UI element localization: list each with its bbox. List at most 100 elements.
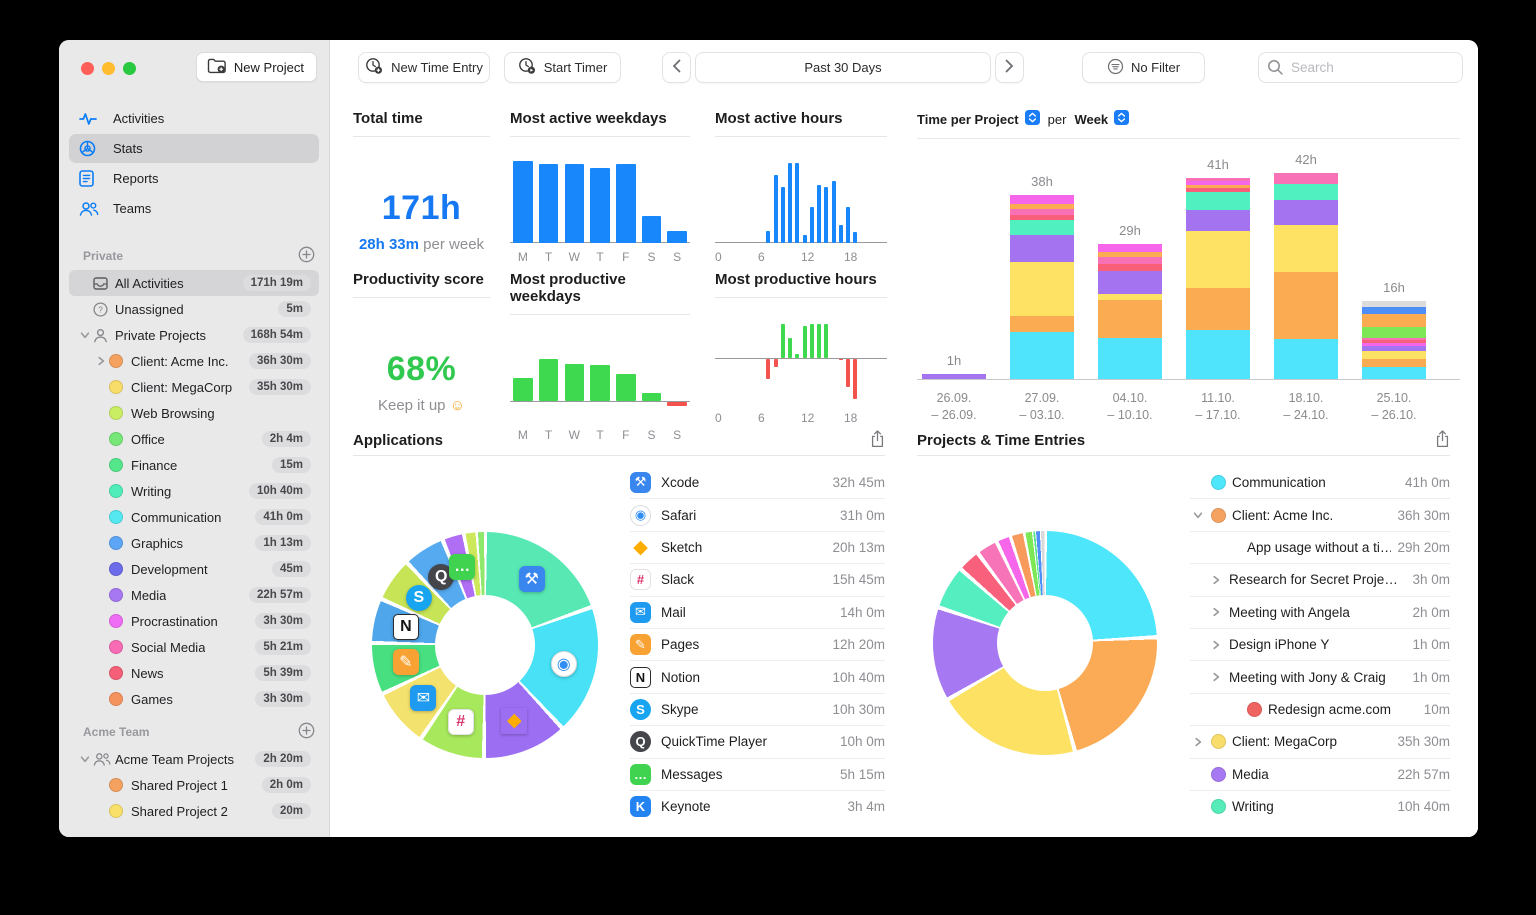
sidebar-item-stats[interactable]: Stats <box>69 134 319 163</box>
project-color-dot <box>109 380 131 394</box>
start-timer-button[interactable]: Start Timer <box>504 52 621 83</box>
project-row[interactable]: App usage without a ti… 29h 20m <box>1190 530 1450 563</box>
search-field[interactable] <box>1258 52 1463 83</box>
project-entry-time: 1h 0m <box>1412 637 1450 653</box>
chart-bar <box>564 164 585 243</box>
time-badge: 5m <box>278 301 311 317</box>
search-input[interactable] <box>1258 52 1463 83</box>
sidebar-project-row[interactable]: News 5h 39m <box>69 660 319 686</box>
close-window-button[interactable] <box>81 62 94 75</box>
application-row[interactable]: ◆ Sketch 20h 13m <box>630 530 885 563</box>
export-projects-button[interactable] <box>1435 430 1450 451</box>
sidebar-project-row[interactable]: All Activities 171h 19m <box>69 270 319 296</box>
previous-period-button[interactable] <box>662 52 691 83</box>
period-selector[interactable]: Past 30 Days <box>695 52 991 83</box>
sidebar-project-row[interactable]: Web Browsing <box>69 400 319 426</box>
new-time-entry-button[interactable]: New Time Entry <box>358 52 490 83</box>
metric-dropdown[interactable]: Time per Project <box>917 110 1040 128</box>
chart-bar <box>802 235 807 243</box>
disclosure-chevron-icon[interactable] <box>1208 640 1223 650</box>
disclosure-chevron-icon[interactable] <box>1208 575 1223 585</box>
sidebar-project-row[interactable]: Social Media 5h 21m <box>69 634 319 660</box>
application-row[interactable]: K Keynote 3h 4m <box>630 789 885 822</box>
disclosure-chevron-icon[interactable] <box>77 754 93 764</box>
project-row[interactable]: Research for Secret Proje… 3h 0m <box>1190 563 1450 595</box>
sidebar-project-row[interactable]: Client: MegaCorp 35h 30m <box>69 374 319 400</box>
bar-slot <box>853 159 858 243</box>
zoom-window-button[interactable] <box>123 62 136 75</box>
disclosure-chevron-icon[interactable] <box>93 356 109 366</box>
active-weekdays-chart <box>510 159 690 243</box>
sidebar-item-teams[interactable]: Teams <box>69 194 319 223</box>
sidebar-project-row[interactable]: Client: Acme Inc. 36h 30m <box>69 348 319 374</box>
sidebar-project-row[interactable]: Shared Project 2 20m <box>69 798 319 824</box>
sidebar-project-row[interactable]: Procrastination 3h 30m <box>69 608 319 634</box>
folder-plus-icon <box>207 58 227 77</box>
stacked-bar-date-label: 04.10. – 10.10. <box>1107 391 1153 422</box>
minimize-window-button[interactable] <box>102 62 115 75</box>
bar-slot <box>744 159 749 243</box>
sidebar-project-row[interactable]: Games 3h 30m <box>69 686 319 712</box>
stacked-bar <box>1186 178 1250 379</box>
sidebar-project-row[interactable]: Office 2h 4m <box>69 426 319 452</box>
sidebar-project-row[interactable]: Writing 10h 40m <box>69 478 319 504</box>
productivity-value: 68% <box>386 350 457 388</box>
sidebar-project-row[interactable]: Graphics 1h 13m <box>69 530 319 556</box>
xcode-icon: ⚒ <box>630 471 651 493</box>
disclosure-chevron-icon[interactable] <box>1208 672 1223 682</box>
applications-header: Applications <box>353 430 885 456</box>
sidebar-item-reports[interactable]: Reports <box>69 164 319 193</box>
chevron-icon <box>1212 608 1219 617</box>
export-applications-button[interactable] <box>870 430 885 451</box>
disclosure-chevron-icon[interactable] <box>1190 510 1205 520</box>
application-row[interactable]: ⚒ Xcode 32h 45m <box>630 466 885 498</box>
application-row[interactable]: S Skype 10h 30m <box>630 692 885 725</box>
time-badge: 5h 39m <box>255 665 311 681</box>
bar-slot <box>831 320 836 404</box>
filter-button[interactable]: No Filter <box>1082 52 1205 83</box>
project-row[interactable]: Meeting with Jony & Craig 1h 0m <box>1190 660 1450 692</box>
interval-dropdown[interactable]: Week <box>1074 110 1130 128</box>
application-row[interactable]: … Messages 5h 15m <box>630 757 885 790</box>
sidebar-project-row[interactable]: Private Projects 168h 54m <box>69 322 319 348</box>
sidebar-project-row[interactable]: Finance 15m <box>69 452 319 478</box>
disclosure-chevron-icon[interactable] <box>1190 737 1205 747</box>
new-project-button[interactable]: New Project <box>195 52 317 82</box>
chart-baseline <box>917 379 1460 380</box>
application-row[interactable]: ◉ Safari 31h 0m <box>630 498 885 530</box>
application-row[interactable]: # Slack 15h 45m <box>630 563 885 595</box>
application-row[interactable]: N Notion 10h 40m <box>630 660 885 692</box>
disclosure-chevron-icon[interactable] <box>1208 607 1223 617</box>
project-row[interactable]: Design iPhone Y 1h 0m <box>1190 627 1450 660</box>
sidebar-project-row[interactable]: Media 22h 57m <box>69 582 319 608</box>
project-row[interactable]: Meeting with Angela 2h 0m <box>1190 595 1450 628</box>
bar-slot <box>773 320 778 404</box>
application-row[interactable]: Q QuickTime Player 10h 0m <box>630 725 885 757</box>
bar-slot <box>510 159 536 243</box>
sidebar-project-row[interactable]: Development 45m <box>69 556 319 582</box>
project-row[interactable]: Client: MegaCorp 35h 30m <box>1190 725 1450 757</box>
sidebar-item-label: Reports <box>113 171 159 186</box>
bar-slot <box>510 337 536 421</box>
application-row[interactable]: ✉ Mail 14h 0m <box>630 595 885 628</box>
chart-bar <box>795 354 800 358</box>
stacked-bar <box>922 374 986 379</box>
project-row[interactable]: Writing 10h 40m <box>1190 789 1450 822</box>
sidebar-project-row[interactable]: Communication 41h 0m <box>69 504 319 530</box>
sidebar-item-activities[interactable]: Activities <box>69 104 319 133</box>
sidebar-project-row[interactable]: Acme Team Projects 2h 20m <box>69 746 319 772</box>
next-period-button[interactable] <box>995 52 1024 83</box>
active-hours-card: Most active hours 0 6 12 18 <box>715 110 887 268</box>
sidebar-project-row[interactable]: ? Unassigned 5m <box>69 296 319 322</box>
add-project-button[interactable] <box>298 246 315 266</box>
chart-bar <box>780 324 785 358</box>
project-row[interactable]: Client: Acme Inc. 36h 30m <box>1190 498 1450 530</box>
chart-bar <box>788 338 793 358</box>
project-row[interactable]: Media 22h 57m <box>1190 757 1450 790</box>
disclosure-chevron-icon[interactable] <box>77 330 93 340</box>
add-project-button[interactable] <box>298 722 315 742</box>
project-row[interactable]: Redesign acme.com 10m <box>1190 692 1450 725</box>
sidebar-project-row[interactable]: Shared Project 1 2h 0m <box>69 772 319 798</box>
project-row[interactable]: Communication 41h 0m <box>1190 466 1450 498</box>
application-row[interactable]: ✎ Pages 12h 20m <box>630 627 885 660</box>
